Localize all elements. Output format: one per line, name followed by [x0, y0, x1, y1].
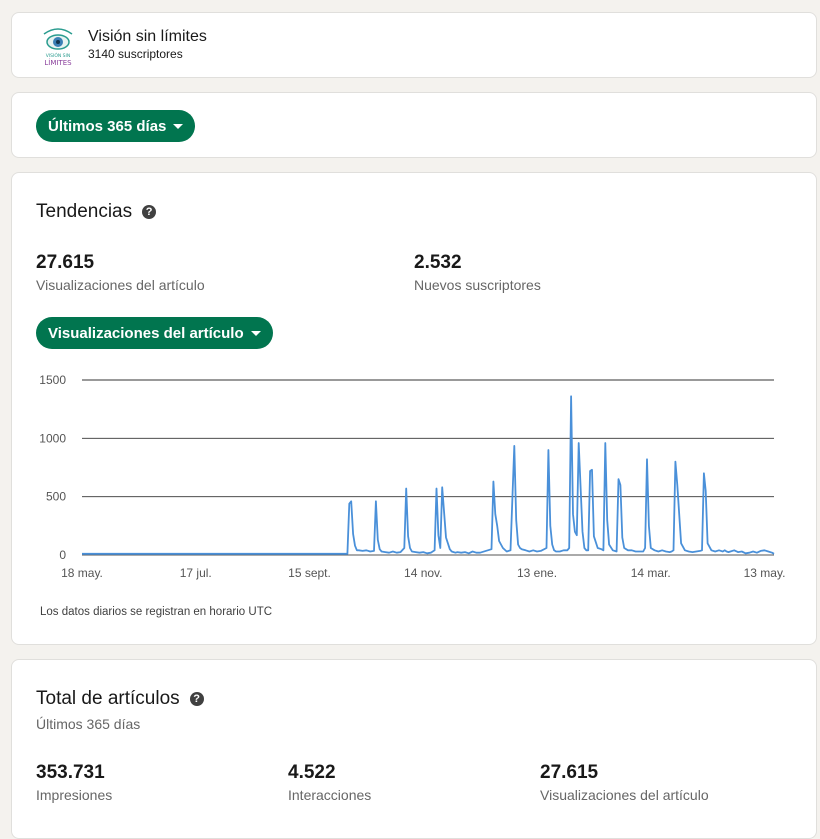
stat-interactions: 4.522 Interacciones [288, 762, 371, 803]
date-range-label: Últimos 365 días [48, 117, 167, 135]
trends-title: Tendencias [36, 201, 133, 222]
date-range-dropdown[interactable]: Últimos 365 días [36, 110, 196, 142]
x-tick-label: 18 may. [61, 566, 103, 580]
x-tick-label: 17 jul. [180, 566, 212, 580]
y-tick-label: 1500 [39, 373, 66, 387]
stat-total-article-views: 27.615 Visualizaciones del artículo [540, 762, 709, 803]
y-tick-label: 1000 [39, 431, 66, 445]
stat-label: Nuevos suscriptores [414, 277, 541, 293]
views-line-chart: 0 500 1000 1500 18 may. 17 jul. 15 sept. 14 no… [39, 373, 785, 580]
filter-card: Últimos 365 días [11, 92, 817, 158]
totals-card: Total de artículos ? Últimos 365 días 35… [11, 659, 817, 839]
stat-label: Visualizaciones del artículo [36, 277, 205, 293]
trends-heading: Tendencias ? [36, 201, 157, 223]
y-tick-label: 0 [59, 548, 66, 562]
stat-value: 2.532 [414, 252, 462, 273]
help-icon[interactable]: ? [142, 205, 157, 219]
stat-label: Interacciones [288, 787, 372, 803]
x-tick-label: 14 nov. [404, 566, 442, 580]
svg-text:VISIÓN SIN: VISIÓN SIN [46, 52, 70, 59]
chart-footnote: Los datos diarios se registran en horari… [40, 606, 273, 618]
x-tick-label: 15 sept. [288, 566, 331, 580]
totals-title: Total de artículos [36, 688, 180, 709]
trends-card: Tendencias ? 27.615 Visualizaciones del … [11, 172, 817, 645]
series-line-article-views [82, 395, 775, 555]
metric-label: Visualizaciones del artículo [48, 324, 244, 342]
chart-y-ticks: 0 500 1000 1500 [39, 373, 66, 562]
stat-label: Visualizaciones del artículo [540, 787, 709, 803]
totals-subtitle: Últimos 365 días [36, 716, 141, 732]
chart-x-ticks: 18 may. 17 jul. 15 sept. 14 nov. 13 ene. 14 m… [61, 566, 785, 580]
publication-name[interactable]: Visión sin límites [88, 28, 207, 45]
help-icon[interactable]: ? [189, 692, 204, 706]
stat-value: 27.615 [540, 762, 599, 783]
x-tick-label: 13 may. [744, 566, 786, 580]
publication-logo[interactable]: VISIÓN SIN LÍMITES [36, 25, 80, 69]
stat-value: 353.731 [36, 762, 105, 783]
eye-logo-icon: VISIÓN SIN LÍMITES [43, 28, 73, 67]
publication-card: VISIÓN SIN LÍMITES Visión sin límites 31… [11, 12, 817, 78]
stat-value: 4.522 [288, 762, 336, 783]
subscriber-count: 3140 suscriptores [88, 47, 183, 61]
caret-down-icon [250, 330, 261, 336]
svg-text:LÍMITES: LÍMITES [44, 58, 72, 67]
metric-dropdown[interactable]: Visualizaciones del artículo [36, 317, 273, 349]
chart-gridlines [82, 379, 774, 556]
y-tick-label: 500 [46, 490, 66, 504]
caret-down-icon [173, 123, 184, 129]
totals-heading: Total de artículos ? [36, 688, 204, 710]
stat-new-subscribers: 2.532 Nuevos suscriptores [414, 252, 541, 293]
stat-value: 27.615 [36, 252, 95, 273]
stat-article-views: 27.615 Visualizaciones del artículo [36, 252, 205, 293]
x-tick-label: 13 ene. [517, 566, 557, 580]
stat-impressions: 353.731 Impresiones [36, 762, 112, 803]
x-tick-label: 14 mar. [631, 566, 671, 580]
stat-label: Impresiones [36, 787, 113, 803]
